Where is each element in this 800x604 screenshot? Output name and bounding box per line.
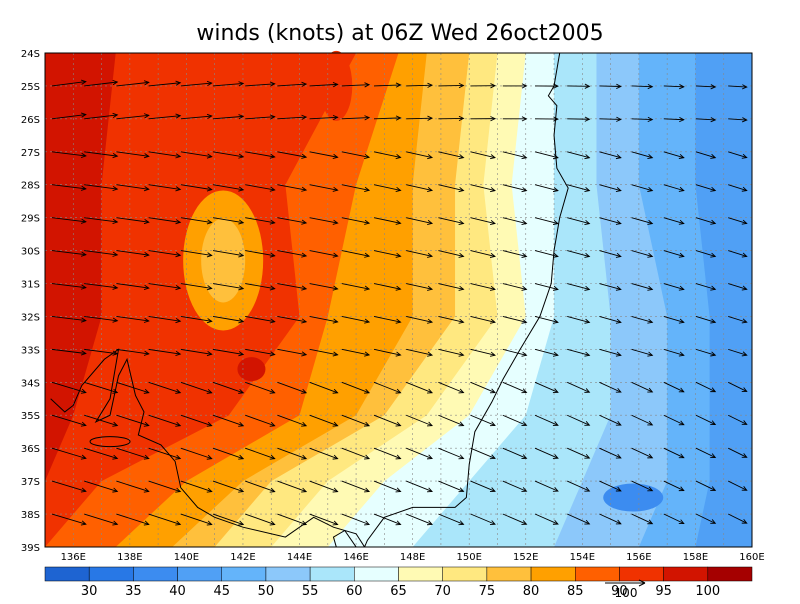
fill-blob bbox=[237, 357, 265, 381]
colorbar-swatch bbox=[531, 567, 575, 581]
lat-label: 39S bbox=[21, 543, 40, 554]
lon-label: 136E bbox=[61, 552, 86, 563]
wind-arrow bbox=[599, 119, 620, 120]
colorbar-swatch bbox=[45, 567, 89, 581]
colorbar-label: 80 bbox=[523, 584, 540, 599]
colorbar-label: 35 bbox=[125, 584, 142, 599]
colorbar-label: 55 bbox=[302, 584, 319, 599]
colorbar-label: 40 bbox=[169, 584, 186, 599]
wind-arrow bbox=[599, 86, 620, 87]
lat-label: 38S bbox=[21, 510, 40, 521]
wind-speed-fills bbox=[45, 51, 752, 547]
colorbar-swatch bbox=[399, 567, 443, 581]
colorbar-swatch bbox=[222, 567, 266, 581]
vector-reference-label: 100 bbox=[615, 586, 638, 600]
lon-label: 148E bbox=[400, 552, 425, 563]
lat-label: 37S bbox=[21, 477, 40, 488]
lat-label: 28S bbox=[21, 181, 40, 192]
colorbar-swatch bbox=[354, 567, 398, 581]
lat-label: 33S bbox=[21, 345, 40, 356]
lon-label: 142E bbox=[230, 552, 255, 563]
colorbar-swatch bbox=[487, 567, 531, 581]
colorbar-swatch bbox=[664, 567, 708, 581]
lon-label: 158E bbox=[683, 552, 708, 563]
colorbar-swatch bbox=[575, 567, 619, 581]
colorbar-swatch bbox=[266, 567, 310, 581]
lat-label: 36S bbox=[21, 444, 40, 455]
lat-label: 25S bbox=[21, 82, 40, 93]
lat-label: 35S bbox=[21, 411, 40, 422]
colorbar-label: 30 bbox=[81, 584, 98, 599]
lat-label: 31S bbox=[21, 280, 40, 291]
lon-label: 152E bbox=[513, 552, 538, 563]
colorbar-label: 75 bbox=[479, 584, 496, 599]
lon-label: 138E bbox=[117, 552, 142, 563]
lat-label: 27S bbox=[21, 148, 40, 159]
lat-label: 24S bbox=[21, 49, 40, 60]
fill-blob bbox=[603, 484, 663, 512]
colorbar-swatch bbox=[443, 567, 487, 581]
lat-label: 26S bbox=[21, 115, 40, 126]
colorbar-label: 100 bbox=[695, 584, 720, 599]
colorbar-label: 85 bbox=[567, 584, 584, 599]
colorbar-swatch bbox=[178, 567, 222, 581]
lat-label: 32S bbox=[21, 312, 40, 323]
lon-label: 140E bbox=[174, 552, 199, 563]
colorbar-swatch bbox=[310, 567, 354, 581]
lat-label: 29S bbox=[21, 214, 40, 225]
lon-label: 150E bbox=[456, 552, 481, 563]
lon-label: 156E bbox=[626, 552, 651, 563]
lat-label: 34S bbox=[21, 378, 40, 389]
colorbar-label: 45 bbox=[213, 584, 230, 599]
lon-label: 146E bbox=[343, 552, 368, 563]
lon-label: 160E bbox=[739, 552, 764, 563]
lon-label: 144E bbox=[287, 552, 312, 563]
colorbar-label: 65 bbox=[390, 584, 407, 599]
colorbar-label: 95 bbox=[655, 584, 672, 599]
colorbar-swatch bbox=[89, 567, 133, 581]
map-title: winds (knots) at 06Z Wed 26oct2005 bbox=[196, 21, 603, 46]
colorbar-label: 70 bbox=[434, 584, 451, 599]
colorbar-swatch bbox=[619, 567, 663, 581]
colorbar-swatch bbox=[133, 567, 177, 581]
lon-label: 154E bbox=[570, 552, 595, 563]
colorbar-label: 50 bbox=[258, 584, 275, 599]
colorbar-swatch bbox=[708, 567, 752, 581]
colorbar-label: 60 bbox=[346, 584, 363, 599]
lat-label: 30S bbox=[21, 247, 40, 258]
